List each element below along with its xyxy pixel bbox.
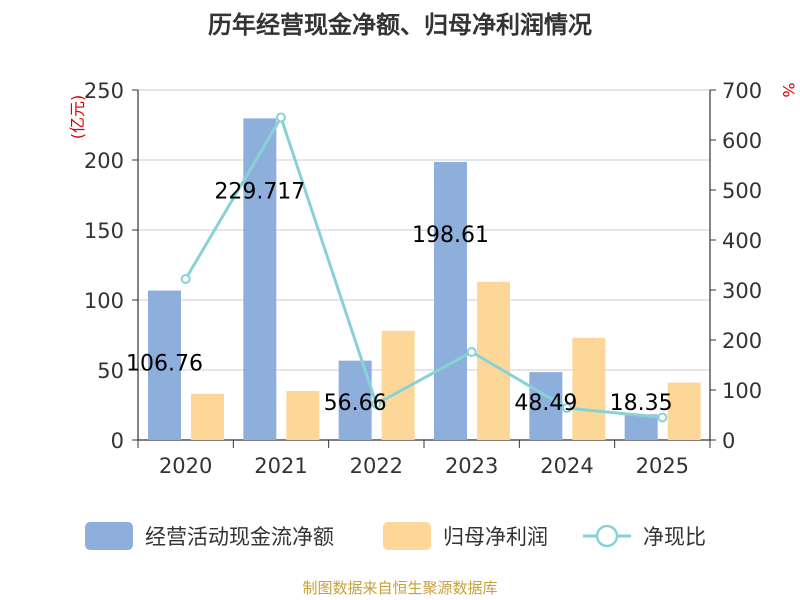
right-tick-label: 300	[722, 279, 762, 303]
left-tick-label: 200	[84, 149, 124, 173]
ratio-point	[562, 403, 572, 413]
legend: 经营活动现金流净额 归母净利润 净现比	[85, 522, 706, 550]
right-tick-label: 700	[722, 79, 762, 103]
left-tick-label: 100	[84, 289, 124, 313]
bar-value-label: 48.49	[514, 391, 577, 416]
bar-value-label: 56.66	[324, 391, 387, 416]
x-tick-label: 2023	[445, 454, 498, 478]
bar-net-profit	[477, 281, 510, 440]
right-axis-unit: %	[779, 82, 798, 97]
ratio-line	[180, 112, 668, 423]
legend-label-net-profit: 归母净利润	[443, 525, 548, 549]
x-tick-label: 2021	[254, 454, 307, 478]
x-tick-label: 2020	[159, 454, 212, 478]
left-tick-label: 250	[84, 79, 124, 103]
legend-marker-ratio	[595, 524, 619, 548]
bar-net-profit	[667, 382, 701, 440]
right-tick-label: 200	[722, 329, 762, 353]
data-labels: 106.76 229.717 56.66 198.61 48.49 18.35	[126, 179, 673, 416]
bar-net-profit	[572, 337, 606, 440]
bar-value-label: 18.35	[610, 391, 673, 416]
bar-cash-flow	[434, 161, 467, 441]
left-tick-label: 150	[84, 219, 124, 243]
chart-title: 历年经营现金净额、归母净利润情况	[208, 11, 592, 39]
right-tick-label: 0	[722, 429, 735, 453]
bar-cash-flow	[529, 372, 563, 440]
right-tick-label: 600	[722, 129, 762, 153]
legend-swatch-net-profit	[383, 522, 431, 550]
x-tick-label: 2024	[540, 454, 593, 478]
legend-label-cash-flow: 经营活动现金流净额	[145, 525, 334, 549]
ratio-line-path	[184, 113, 663, 419]
bar-cash-flow	[148, 290, 181, 440]
ratio-point	[276, 112, 286, 123]
ratio-point	[180, 274, 191, 284]
gridlines	[138, 89, 710, 371]
left-tick-label: 50	[97, 359, 124, 383]
left-axis-unit: (亿元)	[68, 95, 87, 140]
right-tick-label: 500	[722, 179, 762, 203]
bar-cash-flow	[243, 118, 277, 440]
bar-value-label: 198.61	[412, 223, 489, 248]
bar-net-profit	[191, 393, 224, 440]
ratio-point	[371, 399, 382, 409]
bar-value-label: 106.76	[126, 352, 203, 377]
axes: 0 50 100 150 200 250 0 100 200 300 400 500 600 700 202…	[84, 79, 762, 478]
legend-label-ratio: 净现比	[643, 525, 706, 549]
ratio-point	[657, 412, 668, 423]
legend-swatch-cash-flow	[85, 522, 133, 550]
bars	[148, 118, 701, 441]
x-tick-label: 2022	[350, 454, 403, 478]
bar-cash-flow	[624, 414, 658, 440]
ratio-point	[466, 347, 477, 357]
source-note: 制图数据来自恒生聚源数据库	[302, 579, 498, 597]
right-tick-label: 100	[722, 379, 762, 403]
right-tick-label: 400	[722, 229, 762, 253]
bar-value-label: 229.717	[214, 179, 305, 204]
bar-net-profit	[286, 391, 320, 440]
x-tick-label: 2025	[636, 454, 689, 478]
left-tick-label: 0	[111, 429, 124, 453]
